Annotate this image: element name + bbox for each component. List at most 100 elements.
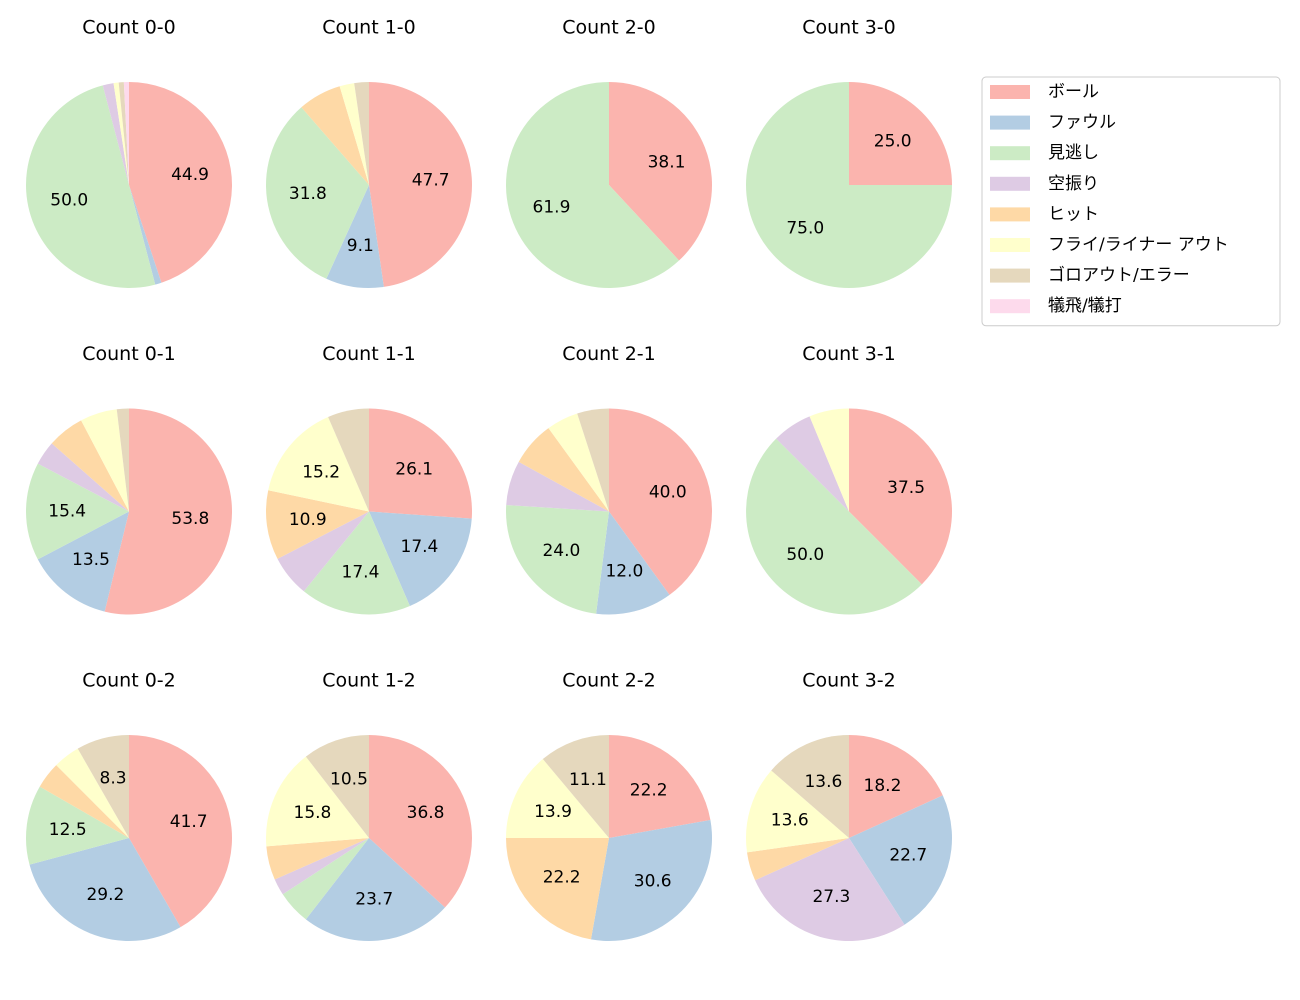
- pie-wedge: [506, 505, 609, 614]
- pie-wedge: [266, 756, 369, 847]
- pie-title: Count 3-0: [802, 17, 896, 39]
- value-label: 29.2: [86, 885, 124, 905]
- value-label: 53.8: [171, 509, 209, 529]
- legend-label: ヒット: [1048, 204, 1099, 224]
- pie-wedge: [746, 438, 922, 615]
- pie-wedge: [305, 838, 445, 942]
- value-label: 75.0: [786, 219, 824, 239]
- pie-wedge: [596, 511, 670, 615]
- pie-wedge: [129, 185, 162, 285]
- pie-wedge: [746, 82, 952, 288]
- value-label: 13.5: [72, 550, 110, 570]
- pie-wedge: [129, 735, 232, 928]
- legend-swatch: [990, 238, 1030, 252]
- pie-wedge: [776, 416, 849, 512]
- pie-wedge: [25, 463, 130, 560]
- value-label: 17.4: [342, 563, 380, 583]
- legend-swatch: [990, 176, 1030, 191]
- pie-wedge: [266, 107, 369, 279]
- pie-title: Count 1-0: [322, 17, 416, 39]
- value-label: 12.0: [605, 561, 643, 581]
- legend-label: ボール: [1048, 82, 1099, 102]
- pie-wedge: [37, 511, 129, 612]
- value-label: 13.9: [534, 802, 572, 822]
- legend-label: フライ/ライナー アウト: [1048, 235, 1229, 255]
- pie-wedge: [303, 511, 410, 615]
- value-label: 26.1: [395, 459, 433, 479]
- pie-wedge: [506, 461, 609, 512]
- pie-wedge: [577, 408, 609, 512]
- pie-wedge: [369, 408, 472, 519]
- value-label: 50.0: [50, 191, 88, 211]
- value-label: 15.4: [48, 502, 86, 522]
- pie-wedge: [116, 408, 129, 512]
- pie-wedge: [328, 408, 369, 512]
- pie-wedge: [590, 819, 713, 942]
- value-label: 18.2: [864, 776, 902, 796]
- pie-wedge: [102, 83, 129, 185]
- value-label: 50.0: [786, 545, 824, 565]
- value-label: 30.6: [634, 872, 672, 892]
- pie-wedge: [274, 838, 369, 895]
- pie-title: Count 0-0: [82, 17, 176, 39]
- value-label: 40.0: [649, 482, 687, 502]
- value-label: 13.6: [771, 810, 809, 830]
- pie-title: Count 2-2: [562, 670, 656, 692]
- pie-wedge: [771, 735, 849, 838]
- pie-title: Count 1-1: [322, 343, 416, 365]
- pie-wedge: [369, 511, 472, 607]
- value-label: 44.9: [171, 165, 209, 185]
- pie-wedge: [369, 82, 472, 287]
- pie-wedge: [37, 443, 129, 512]
- pie-wedge: [609, 82, 712, 261]
- pie-wedge: [129, 82, 232, 283]
- legend-box: [981, 76, 1281, 327]
- pie-title: Count 2-0: [562, 17, 656, 39]
- pie-title: Count 1-2: [322, 670, 416, 692]
- pie-wedge: [747, 838, 849, 881]
- value-label: 27.3: [812, 887, 850, 907]
- pie-title: Count 0-2: [82, 670, 176, 692]
- pie-wedge: [609, 735, 711, 838]
- pie-wedge: [266, 838, 369, 880]
- pie-wedge: [25, 786, 130, 865]
- pie-wedge: [301, 86, 369, 185]
- value-label: 22.2: [630, 781, 668, 801]
- value-label: 38.1: [648, 152, 686, 172]
- legend-swatch: [990, 299, 1030, 314]
- legend-swatch: [990, 146, 1030, 161]
- pie-wedge: [326, 185, 384, 288]
- pie-wedge: [25, 85, 156, 288]
- legend-label: 空振り: [1048, 174, 1099, 194]
- value-label: 41.7: [170, 812, 208, 832]
- pie-wedge: [505, 82, 680, 289]
- legend-swatch: [990, 207, 1030, 222]
- value-label: 47.7: [412, 171, 450, 191]
- legend-label: 見逃し: [1048, 143, 1099, 163]
- pie-wedge: [849, 82, 952, 185]
- pie-title: Count 3-1: [802, 343, 896, 365]
- pie-title: Count 2-1: [562, 343, 656, 365]
- value-label: 9.1: [347, 236, 374, 256]
- pie-title: Count 0-1: [82, 343, 176, 365]
- pie-wedge: [542, 735, 609, 838]
- pie-wedge: [39, 765, 129, 838]
- pie-wedge: [849, 735, 943, 838]
- pie-wedge: [282, 838, 369, 920]
- pie-wedge: [29, 838, 181, 941]
- value-label: 12.5: [49, 820, 87, 840]
- value-label: 22.2: [543, 868, 581, 888]
- pie-wedge: [339, 83, 369, 185]
- value-label: 23.7: [355, 890, 393, 910]
- pie-wedge: [104, 408, 232, 615]
- legend-swatch: [990, 115, 1030, 130]
- value-label: 15.8: [294, 803, 332, 823]
- legend-swatch: [990, 268, 1030, 283]
- pie-wedge: [113, 82, 129, 185]
- pie-wedge: [609, 408, 713, 595]
- pie-title: Count 3-2: [802, 670, 896, 692]
- pie-wedge: [51, 420, 130, 512]
- legend-label: 犠飛/犠打: [1048, 296, 1122, 316]
- pie-wedge: [548, 413, 609, 512]
- pie-wedge: [123, 82, 129, 185]
